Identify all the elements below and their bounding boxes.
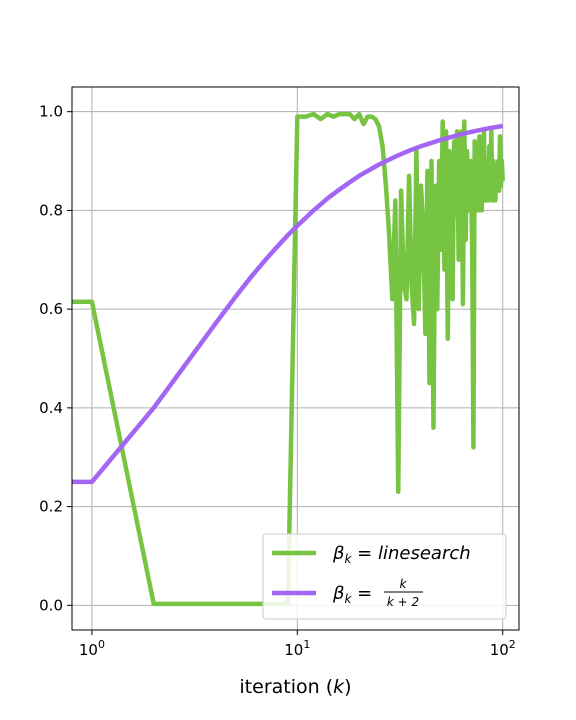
legend-fraction-denominator: k + 2: [387, 595, 419, 609]
y-tick-label: 0.8: [39, 201, 63, 219]
x-axis-label: iteration (k): [239, 676, 351, 698]
x-axis-label-close: ): [344, 676, 351, 698]
series-line-linesearch: [72, 111, 505, 607]
y-tick-label: 0.6: [39, 300, 63, 318]
x-axis-label-text: iteration (: [239, 676, 333, 698]
x-tick-label: 100: [79, 638, 105, 659]
legend-box: [262, 533, 507, 620]
legend-beta: β: [332, 543, 345, 564]
x-tick-exponent: 1: [303, 638, 310, 651]
y-tick-label: 0.2: [39, 498, 63, 516]
x-tick-base: 10: [284, 641, 303, 659]
legend-equals: =: [351, 583, 372, 604]
legend-linesearch-text: linesearch: [378, 543, 471, 564]
legend-label-linesearch: βk = linesearch: [332, 543, 471, 566]
legend-beta-subscript: k: [345, 592, 353, 606]
x-tick-base: 10: [490, 641, 509, 659]
y-tick-label: 0.0: [39, 596, 63, 614]
series-layer: [72, 111, 505, 607]
legend-label-fixed: βk =: [332, 583, 372, 606]
x-tick-base: 10: [79, 641, 98, 659]
x-tick-exponent: 2: [509, 638, 516, 651]
x-tick-label: 102: [490, 638, 516, 659]
legend: βk = linesearch βk = k k + 2: [262, 533, 507, 620]
x-axis-label-var: k: [333, 676, 345, 698]
x-tick-exponent: 0: [98, 638, 105, 651]
legend-beta-subscript: k: [345, 552, 353, 566]
x-tick-label: 101: [284, 638, 310, 659]
series-line-fixed: [72, 123, 504, 485]
plot-frame: [71, 86, 520, 631]
legend-equals: =: [351, 543, 378, 564]
legend-beta: β: [332, 583, 345, 604]
y-tick-label: 0.4: [39, 399, 63, 417]
y-tick-label: 1.0: [39, 103, 63, 121]
legend-fraction-numerator: k: [400, 577, 408, 591]
